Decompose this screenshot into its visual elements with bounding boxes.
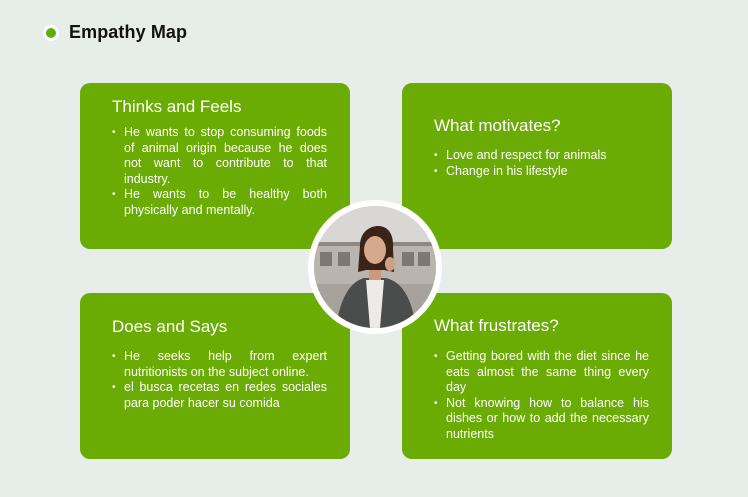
list-item: el busca recetas en redes sociales para … <box>112 380 327 411</box>
list-item: He seeks help from expert nutritionists … <box>112 349 327 380</box>
list-item: Not knowing how to balance his dishes or… <box>434 396 649 443</box>
bullet-dot-icon <box>43 24 59 41</box>
avatar-frame <box>308 200 442 334</box>
list-item: He wants to stop consuming foods of anim… <box>112 125 327 187</box>
page-title: Empathy Map <box>69 22 188 42</box>
card-list: He seeks help from expert nutritionists … <box>112 349 327 411</box>
card-title: What frustrates? <box>434 316 559 335</box>
list-item: He wants to be healthy both physically a… <box>112 187 327 218</box>
list-item: Change in his lifestyle <box>434 164 652 180</box>
card-list: Love and respect for animals Change in h… <box>434 148 652 179</box>
card-title: Thinks and Feels <box>112 97 242 116</box>
page-header: Empathy Map <box>43 22 187 43</box>
what-frustrates-card: What frustrates? Getting bored with the … <box>402 293 672 459</box>
card-list: He wants to stop consuming foods of anim… <box>112 125 327 218</box>
person-portrait-image <box>314 206 436 328</box>
card-title: Does and Says <box>112 317 228 336</box>
what-motivates-card: What motivates? Love and respect for ani… <box>402 83 672 249</box>
list-item: Love and respect for animals <box>434 148 652 164</box>
card-list: Getting bored with the diet since he eat… <box>434 349 649 442</box>
card-title: What motivates? <box>434 116 561 135</box>
list-item: Getting bored with the diet since he eat… <box>434 349 649 396</box>
thinks-and-feels-card: Thinks and Feels He wants to stop consum… <box>80 83 350 249</box>
avatar <box>314 206 436 328</box>
does-and-says-card: Does and Says He seeks help from expert … <box>80 293 350 459</box>
